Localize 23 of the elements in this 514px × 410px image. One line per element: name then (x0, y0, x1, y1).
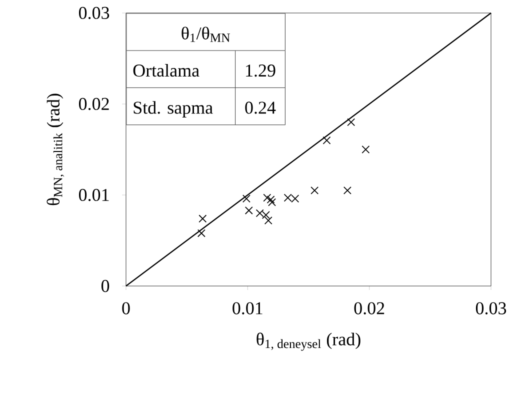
point (310, 186, 319, 194)
point (244, 206, 253, 214)
point (263, 194, 272, 202)
point (347, 118, 356, 126)
point (322, 136, 331, 144)
x-tick-label: 0 (122, 302, 130, 314)
point (197, 229, 206, 238)
point (343, 186, 352, 194)
x-tick-label: 0.02 (354, 302, 384, 314)
x-axis-title: $\text{θ}_{\text{1, deneysel}}\text{ (rad)}$ (256, 332, 360, 351)
y-tick-label: 0 (101, 280, 110, 292)
y-tick-label: 0.01 (78, 188, 109, 202)
point (268, 198, 276, 206)
point (242, 194, 250, 203)
point (198, 214, 207, 223)
x-tick-label: 0.03 (476, 302, 506, 314)
y-tick-label: 0.02 (78, 98, 109, 110)
x-tick-label: 0.01 (232, 302, 262, 314)
point (362, 146, 370, 154)
y-axis-title: $\text{θ}_{\text{MN, analitik}}\text{ (rad)}$ (46, 94, 64, 206)
y-tick-label: 0.03 (78, 6, 110, 20)
point (264, 216, 272, 224)
point (266, 196, 275, 204)
